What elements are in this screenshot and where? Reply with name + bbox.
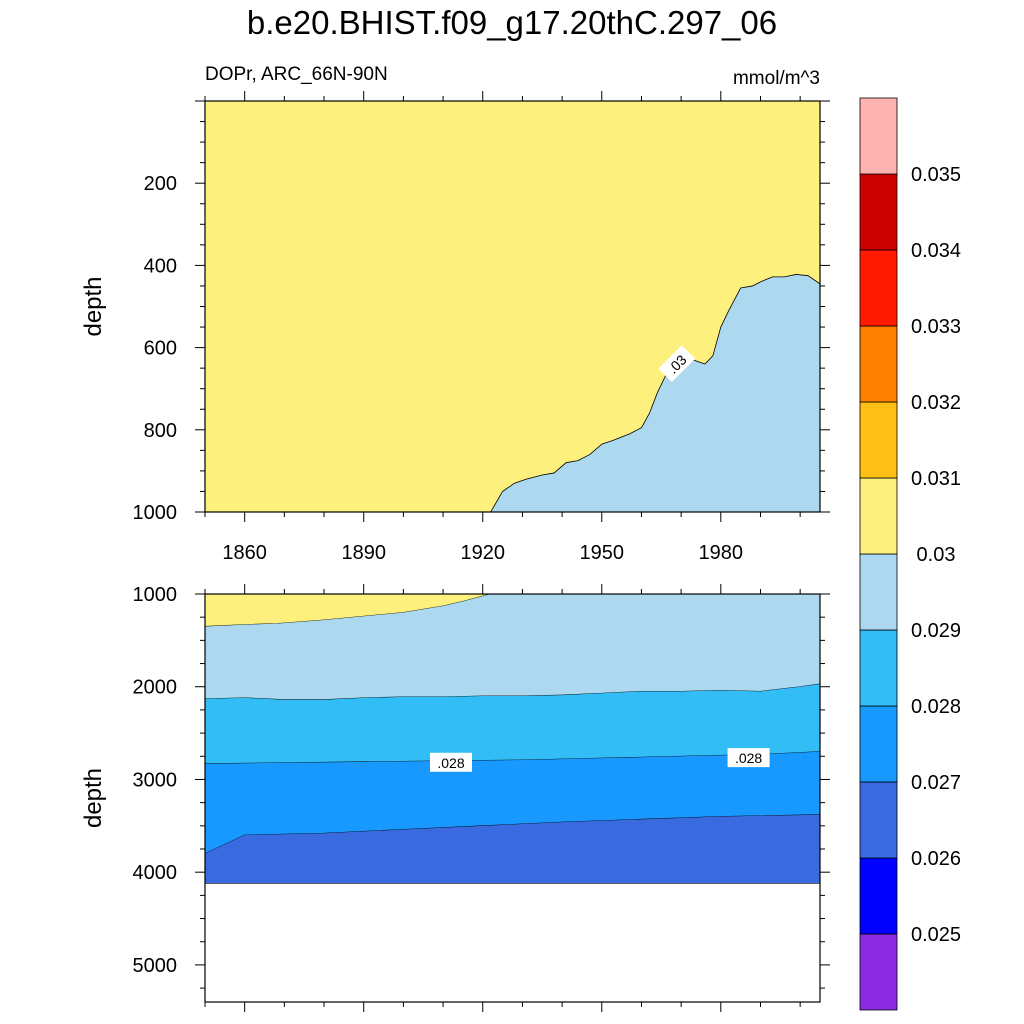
contour-label: .028 bbox=[430, 752, 472, 772]
colorbar-swatch-0.032-0.033 bbox=[859, 325, 898, 403]
y-axis-title: depth bbox=[80, 768, 107, 828]
x-tick-label: 1980 bbox=[699, 542, 744, 564]
contour-label-text: .028 bbox=[735, 750, 762, 766]
bottom-frame bbox=[204, 593, 821, 1003]
colorbar-swatch-0.029-0.03 bbox=[859, 553, 898, 631]
x-tick-label: 1860 bbox=[222, 542, 267, 564]
colorbar-label: 0.035 bbox=[911, 164, 961, 186]
x-tick-label: 1920 bbox=[460, 542, 505, 564]
bottom-band-0.026-0.027 bbox=[205, 814, 820, 884]
contour-label: .028 bbox=[727, 748, 770, 768]
variable-region-subtitle: DOPr, ARC_66N-90N bbox=[205, 64, 388, 85]
bottom-band-0.029-0.03 bbox=[205, 594, 820, 700]
bottom-band-0.03-0.031 bbox=[205, 594, 820, 627]
units-subtitle: mmol/m^3 bbox=[732, 68, 820, 89]
y-axis-title: depth bbox=[80, 276, 107, 336]
y-tick-label: 400 bbox=[144, 255, 177, 277]
colorbar-label: 0.028 bbox=[911, 696, 961, 718]
contour-label-box bbox=[727, 748, 770, 768]
colorbar-swatch-gt_0.035 bbox=[859, 97, 898, 175]
bottom-fills bbox=[205, 594, 820, 1002]
x-tick-label: 1950 bbox=[580, 542, 625, 564]
colorbar-label: 0.025 bbox=[911, 924, 961, 946]
colorbar-label: 0.027 bbox=[911, 772, 961, 794]
y-tick-label: 200 bbox=[144, 173, 177, 195]
colorbar-label: 0.031 bbox=[911, 468, 961, 490]
bottom-band-0.028-0.029 bbox=[205, 683, 820, 764]
colorbar-label: 0.03 bbox=[917, 544, 956, 566]
colorbar-label: 0.032 bbox=[911, 392, 961, 414]
colorbar-swatch-0.026-0.027 bbox=[859, 781, 898, 859]
colorbar-swatch-0.025-0.026 bbox=[859, 857, 898, 935]
colorbar-swatch-lt_0.025 bbox=[859, 933, 898, 1011]
colorbar-swatch-0.031-0.032 bbox=[859, 401, 898, 479]
colorbar-swatch-0.033-0.034 bbox=[859, 249, 898, 327]
colorbar-label: 0.033 bbox=[911, 316, 961, 338]
y-tick-label: 3000 bbox=[133, 769, 178, 791]
y-tick-label: 4000 bbox=[133, 862, 178, 884]
y-tick-label: 2000 bbox=[133, 677, 178, 699]
contour-label-box bbox=[430, 752, 472, 772]
contour-label-text: .028 bbox=[437, 755, 464, 771]
y-tick-label: 600 bbox=[144, 338, 177, 360]
bottom-contour-line bbox=[205, 814, 820, 854]
colorbar-swatch-0.034-0.035 bbox=[859, 173, 898, 251]
colorbar-swatch-0.027-0.028 bbox=[859, 705, 898, 783]
bottom-band-0.027-0.028 bbox=[205, 751, 820, 854]
top-fills bbox=[205, 101, 820, 512]
y-tick-label: 1000 bbox=[133, 584, 178, 606]
y-tick-label: 5000 bbox=[133, 955, 178, 977]
bottom-panel: .028 .028 1000 2000 3000 4000 5000 depth bbox=[80, 584, 830, 1012]
colorbar: 0.025 0.026 0.027 0.028 0.029 0.03 0.031 0.032 0… bbox=[859, 97, 961, 1011]
colorbar-label: 0.026 bbox=[911, 848, 961, 870]
contour-label-box bbox=[658, 345, 696, 383]
colorbar-label: 0.029 bbox=[911, 620, 961, 642]
colorbar-label: 0.034 bbox=[911, 240, 961, 262]
top-band-0.029-0.03 bbox=[490, 274, 820, 512]
chart-title: b.e20.BHIST.f09_g17.20thC.297_06 bbox=[246, 4, 778, 41]
y-tick-label: 1000 bbox=[133, 502, 178, 524]
top-contour-line bbox=[490, 274, 820, 512]
colorbar-swatch-0.028-0.029 bbox=[859, 629, 898, 707]
colorbar-swatch-0.03-0.031 bbox=[859, 477, 898, 555]
x-tick-label: 1890 bbox=[341, 542, 386, 564]
y-tick-label: 800 bbox=[144, 420, 177, 442]
